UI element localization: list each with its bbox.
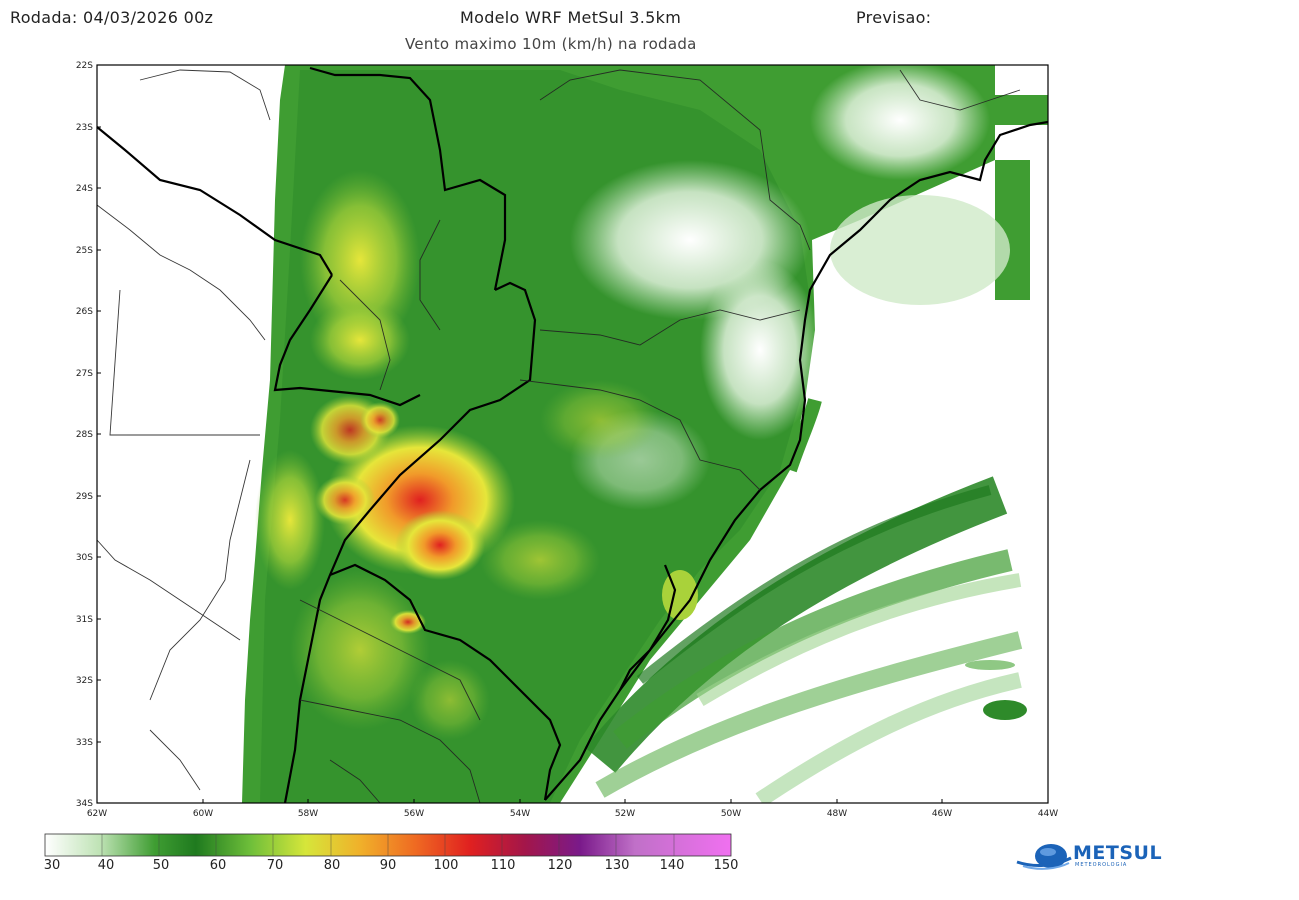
colorbar-tick: 30 (44, 858, 61, 873)
lon-label: 50W (721, 809, 741, 819)
colorbar: 30 40 50 60 70 80 90 100 110 120 130 140… (44, 833, 739, 873)
lat-label: 33S (76, 738, 93, 748)
logo-wordmark: METSUL (1073, 842, 1163, 864)
lat-label: 30S (76, 553, 93, 563)
lon-label: 60W (193, 809, 213, 819)
colorbar-tick: 60 (210, 858, 227, 873)
lat-label: 32S (76, 676, 93, 686)
lat-label: 34S (76, 799, 93, 809)
lon-label: 58W (298, 809, 318, 819)
model-title: Modelo WRF MetSul 3.5km (460, 8, 682, 27)
lat-label: 23S (76, 123, 93, 133)
map-subtitle: Vento maximo 10m (km/h) na rodada (405, 35, 697, 53)
run-time-label: Rodada: 04/03/2026 00z (10, 8, 214, 27)
colorbar-tick: 50 (153, 858, 170, 873)
lon-label: 52W (615, 809, 635, 819)
lat-label: 26S (76, 307, 93, 317)
lon-label: 48W (827, 809, 847, 819)
forecast-label: Previsao: (856, 8, 932, 27)
wind-field (242, 65, 1048, 803)
colorbar-tick: 40 (98, 858, 115, 873)
colorbar-tick: 140 (660, 858, 685, 873)
lat-label: 27S (76, 369, 93, 379)
colorbar-tick: 100 (434, 858, 459, 873)
lon-label: 56W (404, 809, 424, 819)
colorbar-tick: 130 (605, 858, 630, 873)
colorbar-tick: 110 (491, 858, 516, 873)
lat-axis: 22S 23S 24S 25S 26S 27S 28S 29S 30S 31S … (76, 61, 93, 809)
state-borders (96, 69, 1021, 804)
lon-label: 54W (510, 809, 530, 819)
colorbar-tick: 70 (267, 858, 284, 873)
metsul-logo: METSUL METEOROLOGIA (1015, 838, 1162, 874)
lat-label: 22S (76, 61, 93, 71)
lon-label: 62W (87, 809, 107, 819)
lat-label: 24S (76, 184, 93, 194)
country-borders (96, 66, 1049, 804)
colorbar-tick: 90 (380, 858, 397, 873)
globe-icon (1016, 844, 1072, 870)
colorbar-tick: 120 (548, 858, 573, 873)
lon-label: 44W (1038, 809, 1058, 819)
lat-label: 28S (76, 430, 93, 440)
lat-label: 31S (76, 615, 93, 625)
logo-subtext: METEOROLOGIA (1075, 862, 1128, 868)
colorbar-tick: 80 (324, 858, 341, 873)
lon-axis: 62W 60W 58W 56W 54W 52W 50W 48W 46W 44W (87, 809, 1058, 819)
colorbar-tick: 150 (714, 858, 739, 873)
lon-label: 46W (932, 809, 952, 819)
lat-label: 29S (76, 492, 93, 502)
lat-label: 25S (76, 246, 93, 256)
